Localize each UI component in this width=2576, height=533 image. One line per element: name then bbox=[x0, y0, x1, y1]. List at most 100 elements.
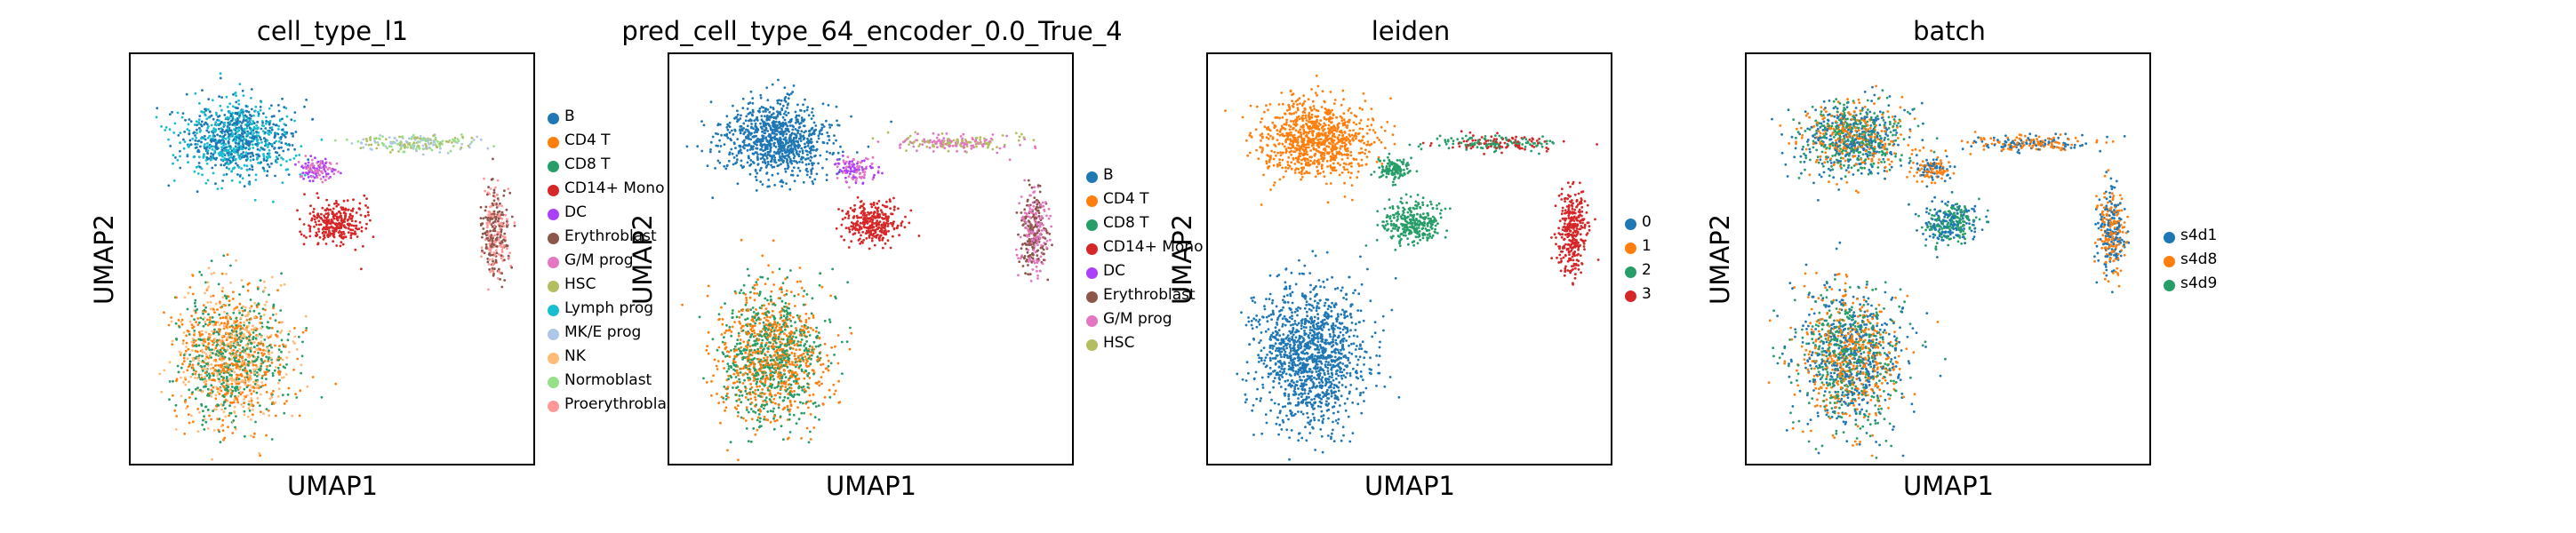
scatter-point bbox=[228, 167, 231, 171]
scatter-point bbox=[251, 151, 253, 155]
scatter-point bbox=[275, 366, 277, 369]
scatter-point bbox=[236, 127, 240, 131]
scatter-point bbox=[270, 126, 274, 129]
scatter-point bbox=[234, 389, 237, 393]
scatter-point bbox=[238, 83, 242, 85]
scatter-point bbox=[244, 383, 247, 386]
scatter-point bbox=[257, 141, 260, 145]
scatter-point bbox=[227, 148, 230, 152]
scatter-point bbox=[203, 153, 205, 155]
scatter-point bbox=[277, 104, 280, 107]
scatter-point bbox=[260, 138, 262, 141]
scatter-point bbox=[226, 130, 229, 133]
scatter-point bbox=[220, 383, 223, 386]
scatter-point bbox=[210, 152, 212, 155]
scatter-point bbox=[188, 360, 192, 363]
scatter-point bbox=[188, 380, 190, 384]
scatter-point bbox=[251, 168, 254, 171]
scatter-point bbox=[258, 452, 261, 455]
scatter-point bbox=[222, 173, 226, 177]
scatter-point bbox=[298, 335, 300, 338]
scatter-point bbox=[247, 110, 251, 114]
scatter-point bbox=[236, 163, 239, 167]
scatter-point bbox=[281, 128, 284, 131]
scatter-point bbox=[234, 123, 236, 127]
scatter-point bbox=[293, 119, 296, 123]
scatter-point bbox=[254, 173, 258, 177]
scatter-point bbox=[176, 158, 180, 162]
scatter-point bbox=[282, 149, 285, 153]
scatter-point bbox=[232, 344, 235, 347]
scatter-point bbox=[174, 322, 178, 325]
scatter-point bbox=[248, 168, 252, 171]
scatter-point bbox=[270, 346, 273, 349]
scatter-point bbox=[278, 118, 282, 121]
scatter-point bbox=[200, 330, 204, 333]
scatter-point bbox=[247, 330, 251, 333]
scatter-point bbox=[194, 91, 197, 95]
scatter-point bbox=[204, 134, 206, 138]
scatter-point bbox=[209, 333, 212, 337]
scatter-point bbox=[196, 131, 198, 135]
scatter-point bbox=[243, 131, 246, 134]
scatter-point bbox=[253, 135, 257, 138]
scatter-point bbox=[247, 407, 251, 410]
scatter-point bbox=[264, 131, 267, 134]
scatter-point bbox=[263, 169, 266, 172]
scatter-point bbox=[236, 146, 238, 149]
scatter-point bbox=[191, 420, 195, 424]
scatter-point bbox=[219, 72, 222, 76]
scatter-point bbox=[167, 184, 171, 187]
scatter-point bbox=[266, 170, 269, 173]
scatter-point bbox=[298, 154, 301, 156]
scatter-point bbox=[245, 132, 249, 136]
scatter-point bbox=[209, 351, 212, 354]
scatter-point bbox=[236, 173, 239, 176]
scatter-point bbox=[214, 163, 217, 167]
scatter-point bbox=[230, 170, 234, 173]
scatter-point bbox=[262, 314, 266, 316]
scatter-point bbox=[236, 131, 239, 133]
scatter-point bbox=[259, 279, 262, 282]
scatter-point bbox=[210, 259, 213, 262]
scatter-point bbox=[198, 102, 201, 105]
scatter-point bbox=[248, 147, 252, 150]
scatter-point bbox=[246, 157, 250, 160]
scatter-point bbox=[245, 124, 249, 127]
scatter-point bbox=[174, 156, 177, 159]
scatter-point bbox=[249, 118, 252, 122]
scatter-point bbox=[292, 157, 296, 160]
scatter-point bbox=[231, 386, 234, 388]
scatter-point bbox=[223, 157, 227, 160]
scatter-point bbox=[228, 138, 231, 140]
scatter-point bbox=[204, 159, 208, 162]
scatter-point bbox=[256, 145, 259, 147]
scatter-point bbox=[234, 148, 237, 152]
scatter-point bbox=[239, 351, 242, 354]
scatter-point bbox=[257, 386, 260, 390]
scatter-point bbox=[274, 133, 276, 137]
scatter-point bbox=[212, 171, 215, 175]
scatter-point bbox=[272, 115, 276, 118]
scatter-point bbox=[250, 88, 253, 91]
scatter-point bbox=[277, 154, 281, 157]
scatter-point bbox=[177, 133, 180, 137]
scatter-point bbox=[227, 158, 230, 162]
scatter-point bbox=[185, 346, 188, 348]
scatter-point bbox=[252, 131, 255, 135]
scatter-point bbox=[268, 414, 271, 418]
scatter-point bbox=[222, 135, 226, 138]
scatter-point bbox=[242, 146, 245, 149]
scatter-point bbox=[218, 418, 221, 420]
scatter-point bbox=[285, 131, 289, 134]
scatter-point bbox=[223, 149, 227, 152]
scatter-point bbox=[232, 138, 236, 141]
scatter-point bbox=[257, 373, 260, 376]
scatter-point bbox=[292, 340, 295, 343]
scatter-point bbox=[190, 414, 193, 418]
scatter-point bbox=[228, 102, 232, 106]
scatter-point bbox=[263, 137, 266, 139]
scatter-point bbox=[278, 378, 281, 382]
scatter-point bbox=[218, 393, 221, 395]
scatter-point bbox=[191, 137, 195, 140]
